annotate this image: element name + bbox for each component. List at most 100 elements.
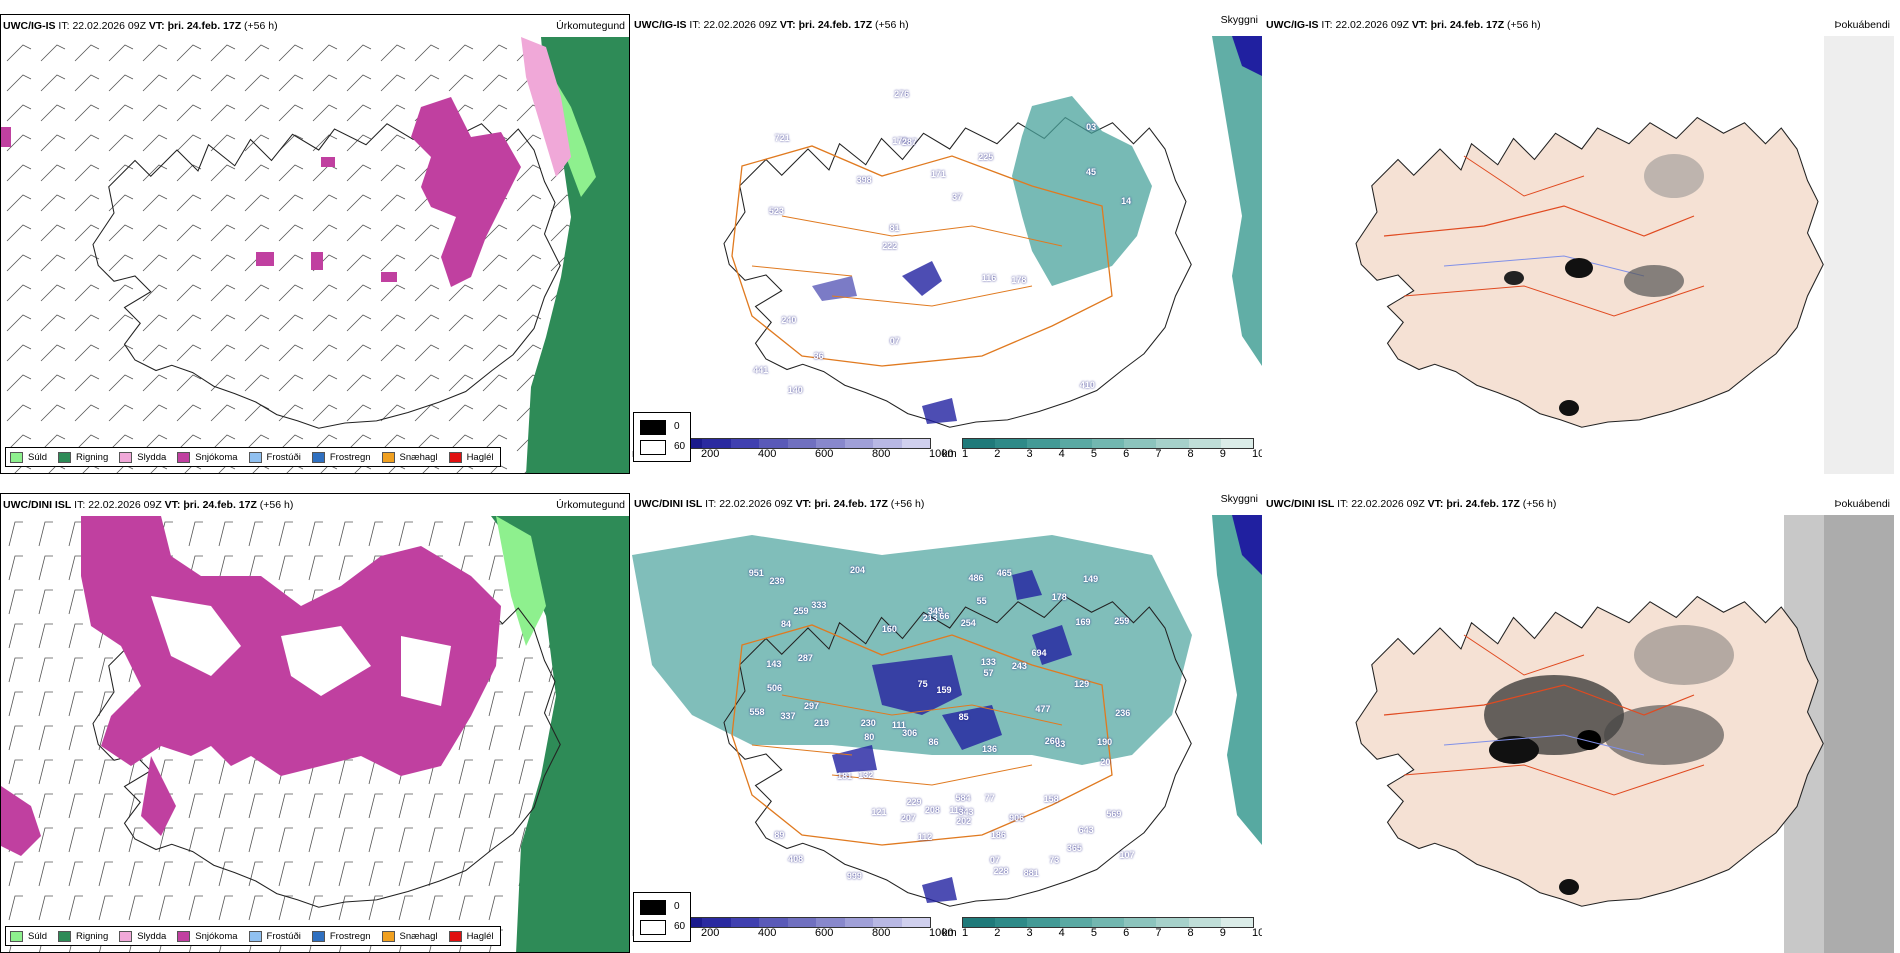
ceiling-value-label: 143 <box>766 659 782 670</box>
ceiling-value-label: 107 <box>1119 849 1135 860</box>
ceiling-value-label: 951 <box>748 567 764 578</box>
legend-swatch <box>10 451 23 463</box>
legend-item: Snjókoma <box>177 930 238 942</box>
legend-item: Slydda <box>119 451 166 463</box>
ceiling-value-label: 207 <box>900 813 916 824</box>
colorbar-tick-label: 200 <box>701 448 720 460</box>
ceiling-value-label: 643 <box>1078 824 1094 835</box>
ceiling-value-label: 333 <box>811 599 827 610</box>
colorbar-tick-label: 3 <box>1026 448 1033 460</box>
ceiling-value-label: 999 <box>846 870 862 881</box>
colorbar-segment <box>1091 918 1125 927</box>
fog-legend-swatch <box>640 420 666 435</box>
colorbar-segment <box>873 439 902 448</box>
ceiling-value-label: 186 <box>990 829 1006 840</box>
colorbar-segment <box>759 439 788 448</box>
ceiling-value-label: 225 <box>978 152 994 163</box>
colorbar-segment <box>1124 439 1157 448</box>
param-name: Úrkomutegund <box>556 499 625 511</box>
visibility-panel-top: UWC/IG-IS IT: 22.02.2026 09Z VT: þri. 24… <box>632 14 1262 474</box>
fog-panel-top: UWC/IG-IS IT: 22.02.2026 09Z VT: þri. 24… <box>1264 14 1894 474</box>
fog-legend-top: 0 60 <box>633 412 691 462</box>
precip-map <box>1 516 629 952</box>
ceiling-value-label: 297 <box>804 700 820 711</box>
legend-swatch <box>311 930 325 942</box>
ceiling-value-label: 178 <box>1051 592 1067 603</box>
colorbar-tick-label: 9 <box>1219 927 1226 939</box>
colorbar-segment <box>1220 439 1253 448</box>
ceiling-value-label: 408 <box>788 854 804 865</box>
ceiling-value-label: 159 <box>936 685 952 696</box>
ceiling-value-label: 230 <box>860 718 876 729</box>
ceiling-labels-top: 410 523 03 222 225 140 179 171 240 398 441 36 287 37 1… <box>632 36 1262 474</box>
ceiling-value-label: 236 <box>1115 707 1131 718</box>
legend-swatch <box>381 930 395 942</box>
ceiling-value-label: 190 <box>1097 736 1113 747</box>
ceiling-value-label: 118 <box>949 805 965 816</box>
colorbar-segment <box>816 439 845 448</box>
colorbar-segment <box>1220 918 1253 927</box>
legend-item: Frostúði <box>248 930 301 942</box>
fog-map <box>1355 515 1894 953</box>
ceiling-value-label: 229 <box>906 797 922 808</box>
visibility-colorbar: km 1 2 3 4 5 6 7 8 9 10 <box>942 438 1262 464</box>
colorbar-tick-label: 600 <box>815 927 834 939</box>
colorbar-segment <box>963 439 996 448</box>
ceiling-value-label: 57 <box>983 667 994 678</box>
colorbar-segment <box>1059 439 1092 448</box>
ceiling-value-label: 171 <box>930 168 946 179</box>
fog-legend-swatch <box>640 440 666 455</box>
colorbar-segment <box>1091 439 1125 448</box>
colorbar-tick-label: 2 <box>994 448 1001 460</box>
param-name: Þokuábendi <box>1834 19 1890 31</box>
colorbar-tick-label: 8 <box>1187 448 1194 460</box>
colorbar-segment <box>844 439 873 448</box>
ceiling-value-label: 55 <box>976 596 987 607</box>
ceiling-value-label: 14 <box>1121 195 1132 206</box>
ceiling-value-label: 77 <box>984 793 995 804</box>
ceiling-value-label: 276 <box>894 89 910 100</box>
ceiling-value-label: 112 <box>917 832 933 843</box>
legend-item: Haglél <box>448 930 494 942</box>
precip-map <box>1 37 629 473</box>
ceiling-value-label: 83 <box>1055 739 1066 750</box>
ceiling-value-label: 721 <box>774 133 790 144</box>
colorbar-segment <box>1156 918 1189 927</box>
ceiling-value-label: 260 <box>1044 735 1060 746</box>
ceiling-value-label: 80 <box>864 731 875 742</box>
ceiling-value-label: 465 <box>996 568 1012 579</box>
fog-legend-bottom: 0 60 <box>633 892 691 942</box>
ceiling-value-label: 169 <box>1075 616 1091 627</box>
colorbar-tick-label: 8 <box>1187 927 1194 939</box>
ceiling-value-label: 20 <box>1100 756 1111 767</box>
ceiling-value-label: 149 <box>1083 573 1099 584</box>
ceiling-value-label: 558 <box>749 706 765 717</box>
colorbar-segment <box>730 439 759 448</box>
colorbar-tick-label: 4 <box>1058 927 1065 939</box>
precip-legend: Súld Rigning Slydda Snjókoma Frostúði Fr… <box>5 926 501 946</box>
fog-legend-swatch <box>640 900 666 915</box>
visibility-map <box>632 515 1262 907</box>
ceiling-value-label: 133 <box>980 657 996 668</box>
legend-swatch <box>177 930 191 942</box>
ceiling-value-label: 349 <box>927 606 943 616</box>
legend-item: Frostúði <box>248 451 301 463</box>
ceiling-value-label: 89 <box>774 830 785 841</box>
ceiling-value-label: 337 <box>780 710 796 721</box>
legend-item: Rigning <box>58 930 108 942</box>
visibility-colorbar: km 1 2 3 4 5 6 7 8 9 10 <box>942 917 1262 943</box>
fog-map <box>1355 36 1894 474</box>
colorbar-tick-label: 3 <box>1026 927 1033 939</box>
colorbar-segment <box>702 439 731 448</box>
param-name: Þokuábendi <box>1834 498 1890 510</box>
legend-swatch <box>248 451 262 463</box>
precip-panel-top: UWC/IG-IS IT: 22.02.2026 09Z VT: þri. 24… <box>0 14 630 474</box>
legend-swatch <box>119 930 133 942</box>
ceiling-value-label: 228 <box>993 866 1009 877</box>
ceiling-value-label: 75 <box>917 678 928 689</box>
ceiling-value-label: 506 <box>766 682 782 693</box>
ceiling-value-label: 85 <box>958 711 969 722</box>
colorbar-segment <box>995 918 1028 927</box>
colorbar-tick-label: 7 <box>1155 448 1162 460</box>
ceiling-value-label: 240 <box>781 314 797 325</box>
